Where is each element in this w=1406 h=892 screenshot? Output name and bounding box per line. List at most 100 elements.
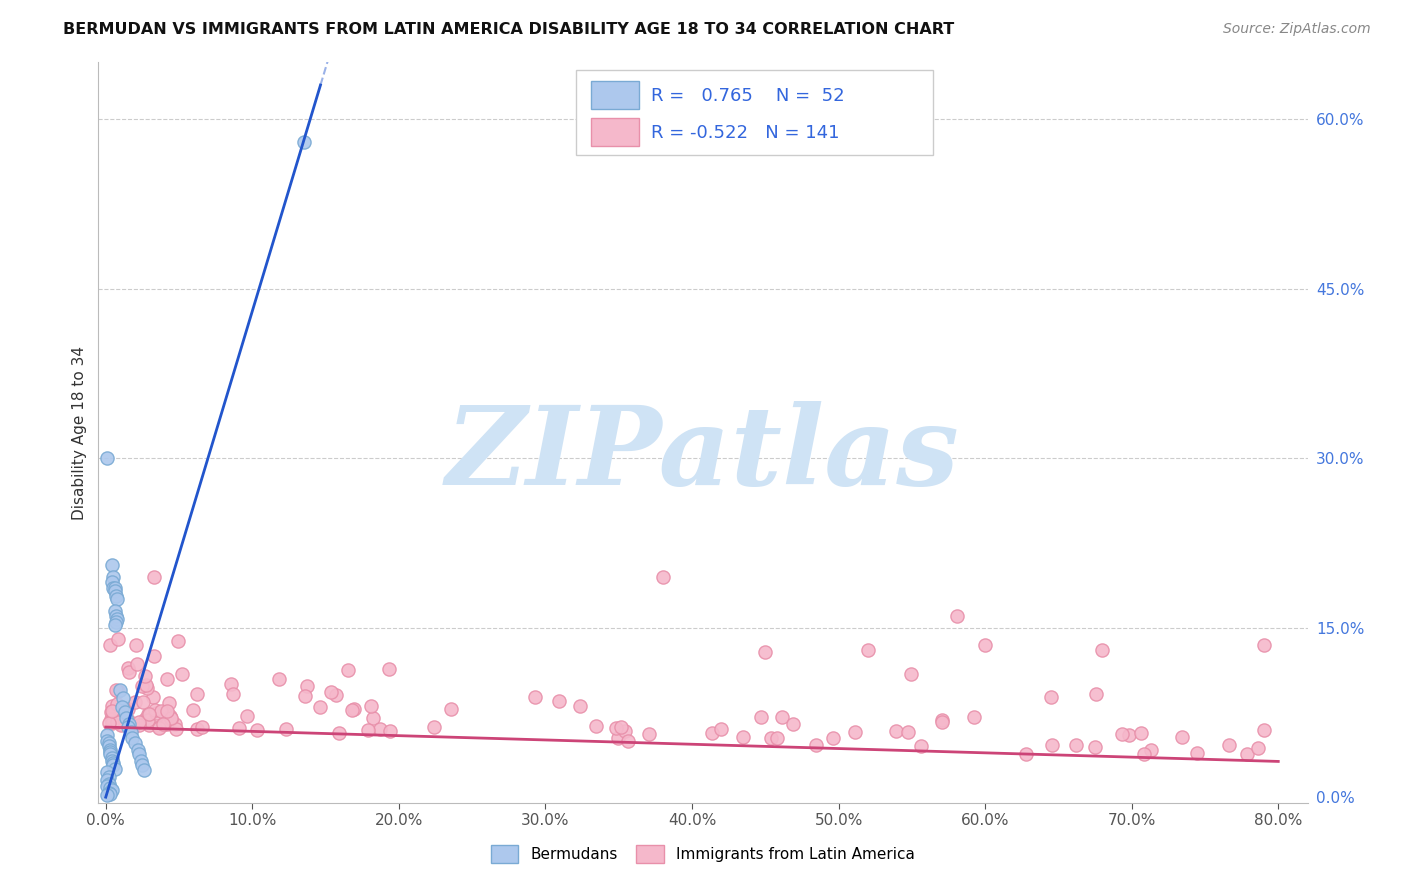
Point bbox=[107, 592, 129, 607]
Point bbox=[98, 638, 121, 652]
Point bbox=[131, 679, 153, 693]
Point bbox=[946, 608, 969, 623]
Point bbox=[103, 762, 125, 776]
Point bbox=[101, 758, 124, 772]
Point bbox=[110, 718, 132, 732]
Point bbox=[754, 645, 776, 659]
Point bbox=[606, 731, 628, 745]
Point bbox=[153, 717, 176, 731]
Point bbox=[524, 690, 547, 704]
Point bbox=[103, 581, 125, 595]
Point bbox=[363, 711, 385, 725]
Point bbox=[139, 706, 162, 721]
Point bbox=[156, 672, 179, 686]
Point bbox=[103, 584, 125, 599]
Text: R = -0.522   N = 141: R = -0.522 N = 141 bbox=[651, 124, 839, 142]
Point bbox=[98, 787, 121, 801]
Point bbox=[823, 731, 845, 745]
Point bbox=[143, 570, 166, 584]
Point bbox=[114, 706, 136, 720]
Point bbox=[340, 703, 363, 717]
Point bbox=[749, 710, 772, 724]
Point bbox=[804, 738, 827, 752]
Point bbox=[1091, 643, 1114, 657]
Point bbox=[614, 723, 637, 738]
Point bbox=[117, 661, 139, 675]
Point bbox=[186, 722, 208, 736]
Point bbox=[117, 702, 139, 716]
Point bbox=[143, 648, 166, 663]
Point bbox=[98, 747, 121, 762]
Point bbox=[1014, 747, 1036, 761]
Point bbox=[98, 742, 121, 756]
Text: BERMUDAN VS IMMIGRANTS FROM LATIN AMERICA DISABILITY AGE 18 TO 34 CORRELATION CH: BERMUDAN VS IMMIGRANTS FROM LATIN AMERIC… bbox=[63, 22, 955, 37]
Point bbox=[770, 710, 793, 724]
Point bbox=[97, 776, 120, 790]
Point bbox=[98, 716, 121, 731]
Point bbox=[357, 723, 380, 737]
Point bbox=[131, 758, 153, 772]
Point bbox=[295, 680, 318, 694]
Point bbox=[343, 701, 366, 715]
Point bbox=[1185, 746, 1208, 760]
Point bbox=[160, 711, 183, 725]
Point bbox=[156, 717, 179, 731]
Point bbox=[884, 724, 907, 739]
Point bbox=[97, 736, 120, 750]
Point bbox=[101, 716, 124, 731]
Point bbox=[122, 720, 145, 734]
Point bbox=[101, 705, 124, 719]
Point bbox=[101, 570, 124, 584]
Point bbox=[378, 662, 401, 676]
Point bbox=[127, 742, 149, 756]
Point bbox=[336, 663, 359, 677]
Text: ZIPatlas: ZIPatlas bbox=[446, 401, 960, 508]
Point bbox=[107, 714, 129, 729]
FancyBboxPatch shape bbox=[591, 118, 638, 146]
Point bbox=[121, 731, 143, 746]
Point bbox=[844, 725, 866, 739]
Point bbox=[702, 726, 724, 740]
Point bbox=[110, 716, 132, 731]
Point bbox=[117, 665, 139, 679]
Point bbox=[107, 632, 129, 647]
Point bbox=[128, 718, 150, 732]
Text: Source: ZipAtlas.com: Source: ZipAtlas.com bbox=[1223, 22, 1371, 37]
Point bbox=[149, 704, 172, 718]
Point bbox=[98, 781, 121, 796]
Point bbox=[309, 699, 332, 714]
Point bbox=[1218, 738, 1240, 752]
Point bbox=[107, 684, 129, 698]
Point bbox=[100, 705, 122, 719]
Point bbox=[132, 763, 155, 777]
Legend: Bermudans, Immigrants from Latin America: Bermudans, Immigrants from Latin America bbox=[485, 839, 921, 869]
Point bbox=[148, 721, 170, 735]
Point bbox=[378, 724, 401, 739]
Point bbox=[172, 666, 194, 681]
Point bbox=[897, 724, 920, 739]
Point bbox=[96, 779, 118, 793]
Point bbox=[974, 638, 997, 652]
Point bbox=[104, 682, 127, 697]
Point bbox=[118, 716, 141, 731]
Point bbox=[1039, 690, 1062, 704]
Point bbox=[1171, 731, 1194, 745]
Point bbox=[111, 699, 134, 714]
Point bbox=[131, 695, 153, 709]
Point bbox=[321, 685, 343, 699]
Point bbox=[100, 754, 122, 768]
Point bbox=[143, 703, 166, 717]
Point bbox=[101, 581, 124, 595]
Point bbox=[222, 687, 245, 701]
Point bbox=[124, 638, 146, 652]
Point bbox=[107, 611, 129, 625]
Point bbox=[605, 722, 627, 736]
Point bbox=[124, 736, 146, 750]
Point bbox=[548, 693, 571, 707]
Point bbox=[276, 722, 298, 736]
Point bbox=[152, 716, 174, 731]
Point bbox=[1066, 738, 1088, 752]
Point bbox=[96, 765, 118, 780]
Point bbox=[96, 728, 118, 742]
Point bbox=[100, 558, 122, 573]
